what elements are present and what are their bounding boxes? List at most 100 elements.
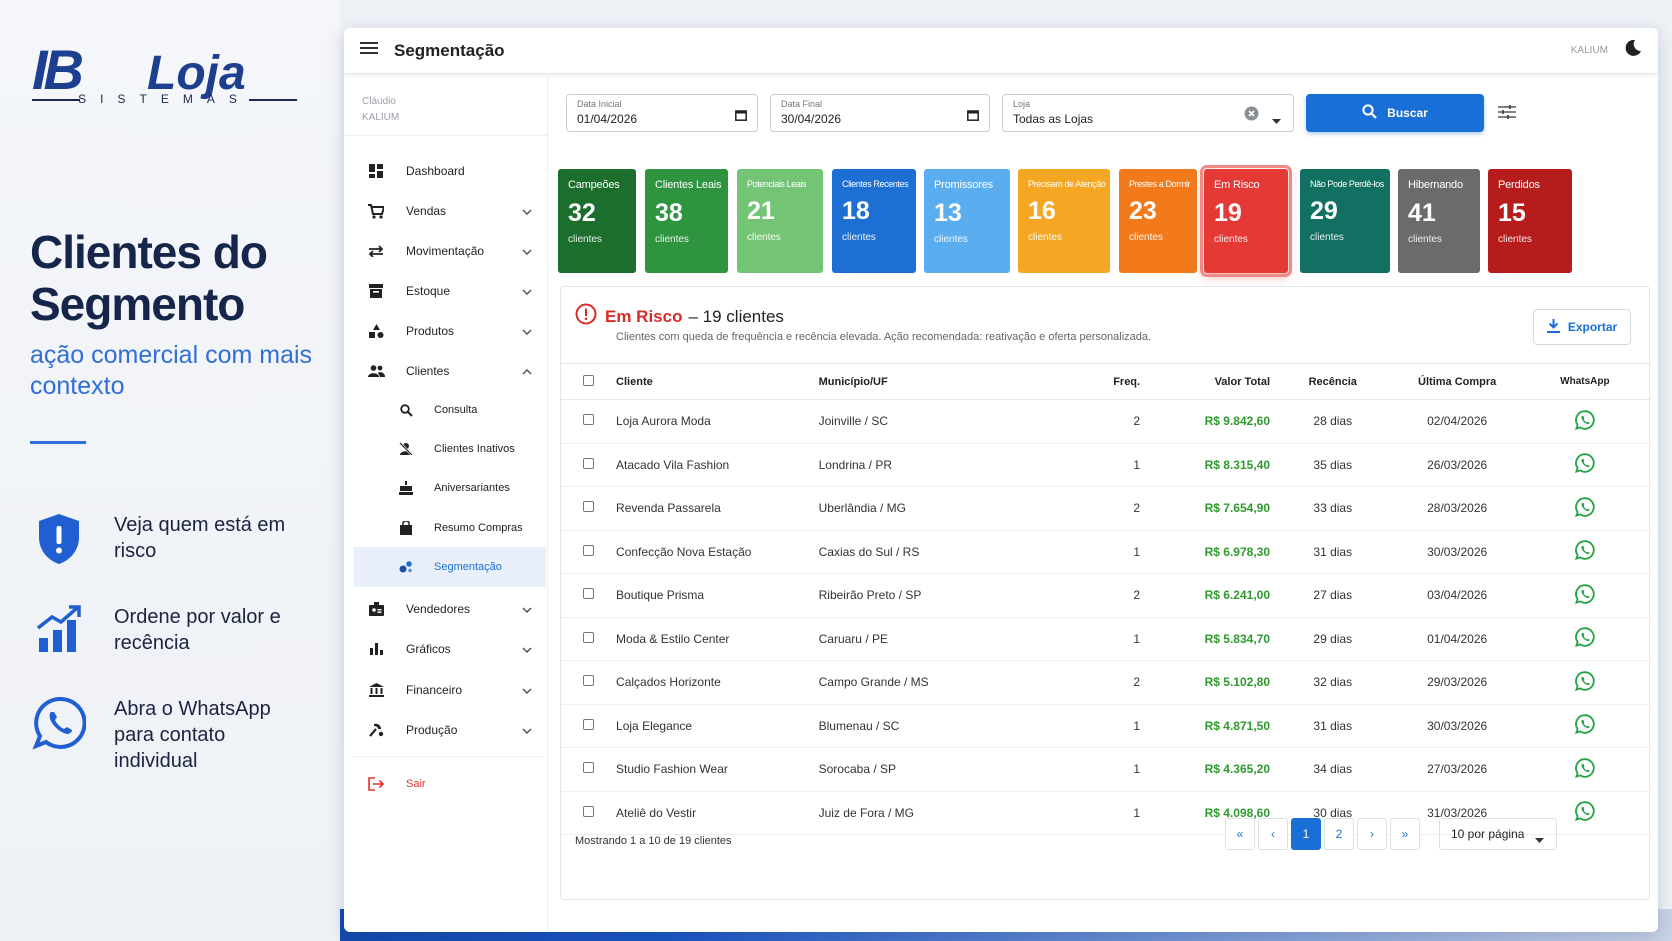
segment-card[interactable]: Em Risco 19 clientes <box>1200 165 1292 277</box>
sidebar-item-consulta[interactable]: Consulta <box>354 390 546 430</box>
alert-circle-icon <box>575 303 597 330</box>
row-checkbox[interactable] <box>561 660 617 705</box>
first-page-button[interactable]: « <box>1225 818 1255 850</box>
menu-icon[interactable] <box>360 41 378 60</box>
sidebar-item-graficos[interactable]: Gráficos <box>354 629 546 669</box>
sidebar-item-segmentacao[interactable]: Segmentação <box>354 547 546 587</box>
row-checkbox[interactable] <box>561 530 617 574</box>
sidebar-item-produtos[interactable]: Produtos <box>354 311 546 351</box>
table-row[interactable]: Ateliê do Vestir Juiz de Fora / MG 1 R$ 4.0… <box>561 791 1651 835</box>
calendar-icon[interactable] <box>735 108 747 126</box>
whatsapp-icon[interactable] <box>1518 399 1651 444</box>
segment-card[interactable]: Hibernando 41 clientes <box>1398 169 1480 273</box>
export-button[interactable]: Exportar <box>1533 309 1631 345</box>
sidebar-item-dashboard[interactable]: Dashboard <box>354 151 546 191</box>
per-page-select[interactable]: 10 por página <box>1439 818 1557 850</box>
whatsapp-icon[interactable] <box>1518 791 1651 835</box>
col-freq[interactable]: Freq. <box>1038 363 1141 400</box>
col-cliente[interactable]: Cliente <box>616 363 819 400</box>
whatsapp-icon[interactable] <box>1518 704 1651 748</box>
sidebar-item-clientes[interactable]: Clientes <box>354 351 546 391</box>
sidebar-item-estoque[interactable]: Estoque <box>354 271 546 311</box>
row-checkbox[interactable] <box>561 791 617 835</box>
segment-card[interactable]: Clientes Leais 38 clientes <box>645 169 728 273</box>
last-page-button[interactable]: » <box>1390 818 1420 850</box>
sidebar-item-aniversariantes[interactable]: Aniversariantes <box>354 468 546 508</box>
segment-card[interactable]: Não Pode Perdê-los 29 clientes <box>1300 169 1390 273</box>
panel-header: Em Risco – 19 clientes <box>575 303 784 330</box>
next-page-button[interactable]: › <box>1357 818 1387 850</box>
segment-count: 18 <box>842 197 870 225</box>
sidebar-item-resumo-compras[interactable]: Resumo Compras <box>354 508 546 548</box>
table-row[interactable]: Revenda Passarela Uberlândia / MG 2 R$ 7.65… <box>561 486 1651 531</box>
row-checkbox[interactable] <box>561 704 617 748</box>
calendar-icon[interactable] <box>967 108 979 126</box>
prev-page-button[interactable]: ‹ <box>1258 818 1288 850</box>
row-checkbox[interactable] <box>561 573 617 618</box>
segment-card[interactable]: Prestes a Dormir 23 clientes <box>1119 169 1197 273</box>
table-row[interactable]: Confecção Nova Estação Caxias do Sul / RS… <box>561 530 1651 574</box>
search-button[interactable]: Buscar <box>1306 94 1484 132</box>
whatsapp-icon[interactable] <box>1518 617 1651 661</box>
segment-card[interactable]: Precisam de Atenção 16 clientes <box>1018 169 1110 273</box>
cell-freq: 2 <box>1038 399 1141 444</box>
whatsapp-icon[interactable] <box>1518 486 1651 531</box>
segment-card[interactable]: Potenciais Leais 21 clientes <box>737 169 823 273</box>
dropdown-arrow-icon[interactable] <box>1272 111 1281 129</box>
page-2-button[interactable]: 2 <box>1324 818 1354 850</box>
end-date-field[interactable]: Data Final 30/04/2026 <box>770 94 990 132</box>
segment-card[interactable]: Perdidos 15 clientes <box>1488 169 1572 273</box>
whatsapp-icon[interactable] <box>1518 573 1651 618</box>
row-checkbox[interactable] <box>561 399 617 444</box>
clear-icon[interactable] <box>1244 106 1259 126</box>
sidebar-item-sair[interactable]: Sair <box>354 764 546 804</box>
select-all-checkbox[interactable] <box>561 363 617 400</box>
promo-headline: Clientes do Segmento <box>30 226 268 330</box>
chevron-down-icon <box>522 723 532 737</box>
table-row[interactable]: Studio Fashion Wear Sorocaba / SP 1 R$ 4.36… <box>561 747 1651 792</box>
row-checkbox[interactable] <box>561 747 617 792</box>
segment-card[interactable]: Promissores 13 clientes <box>924 169 1010 273</box>
chevron-down-icon <box>522 602 532 616</box>
page-1-button[interactable]: 1 <box>1291 818 1321 850</box>
sidebar-item-financeiro[interactable]: Financeiro <box>354 670 546 710</box>
col-ultima-compra[interactable]: Última Compra <box>1395 363 1519 400</box>
start-date-field[interactable]: Data Inicial 01/04/2026 <box>566 94 758 132</box>
table-row[interactable]: Loja Elegance Blumenau / SC 1 R$ 4.871,50 31… <box>561 704 1651 748</box>
row-checkbox[interactable] <box>561 617 617 661</box>
col-valor-total[interactable]: Valor Total <box>1140 363 1270 400</box>
sidebar-item-vendedores[interactable]: Vendedores <box>354 589 546 629</box>
sidebar-item-vendas[interactable]: Vendas <box>354 191 546 231</box>
sidebar-item-producao[interactable]: Produção <box>354 710 546 750</box>
cell-ultima-compra: 30/03/2026 <box>1395 704 1519 748</box>
segment-count: 21 <box>747 197 775 225</box>
row-checkbox[interactable] <box>561 486 617 531</box>
whatsapp-icon[interactable] <box>1518 660 1651 705</box>
dark-mode-icon[interactable] <box>1624 39 1642 62</box>
row-checkbox[interactable] <box>561 443 617 487</box>
cell-municipio: Ribeirão Preto / SP <box>818 573 1039 618</box>
table-row[interactable]: Boutique Prisma Ribeirão Preto / SP 2 R$ 6.… <box>561 573 1651 618</box>
whatsapp-icon[interactable] <box>1518 443 1651 487</box>
cell-cliente: Atacado Vila Fashion <box>616 443 819 487</box>
table-row[interactable]: Calçados Horizonte Campo Grande / MS 2 R$ 5… <box>561 660 1651 705</box>
table-row[interactable]: Loja Aurora Moda Joinville / SC 2 R$ 9.842,… <box>561 399 1651 444</box>
sidebar-item-movimentacao[interactable]: Movimentação <box>354 231 546 271</box>
cell-recencia: 35 dias <box>1270 443 1396 487</box>
whatsapp-icon[interactable] <box>1518 530 1651 574</box>
segment-card[interactable]: Campeões 32 clientes <box>558 169 636 273</box>
filter-settings-icon[interactable] <box>1498 104 1516 125</box>
cell-recencia: 27 dias <box>1270 573 1396 618</box>
store-select[interactable]: Loja Todas as Lojas <box>1002 94 1294 132</box>
segment-label: Potenciais Leais <box>747 179 807 189</box>
sidebar-item-clientes-inativos[interactable]: Clientes Inativos <box>354 429 546 469</box>
col-municipio[interactable]: Município/UF <box>818 363 1039 400</box>
panel-title: Em Risco <box>605 306 683 326</box>
table-row[interactable]: Atacado Vila Fashion Londrina / PR 1 R$ 8.3… <box>561 443 1651 487</box>
sidebar: Cláudio KALIUM Dashboard Vendas Moviment… <box>344 74 548 932</box>
col-recencia[interactable]: Recência <box>1270 363 1396 400</box>
field-label: Data Final <box>781 99 823 109</box>
segment-card[interactable]: Clientes Recentes 18 clientes <box>832 169 916 273</box>
whatsapp-icon[interactable] <box>1518 747 1651 792</box>
table-row[interactable]: Moda & Estilo Center Caruaru / PE 1 R$ 5.83… <box>561 617 1651 661</box>
